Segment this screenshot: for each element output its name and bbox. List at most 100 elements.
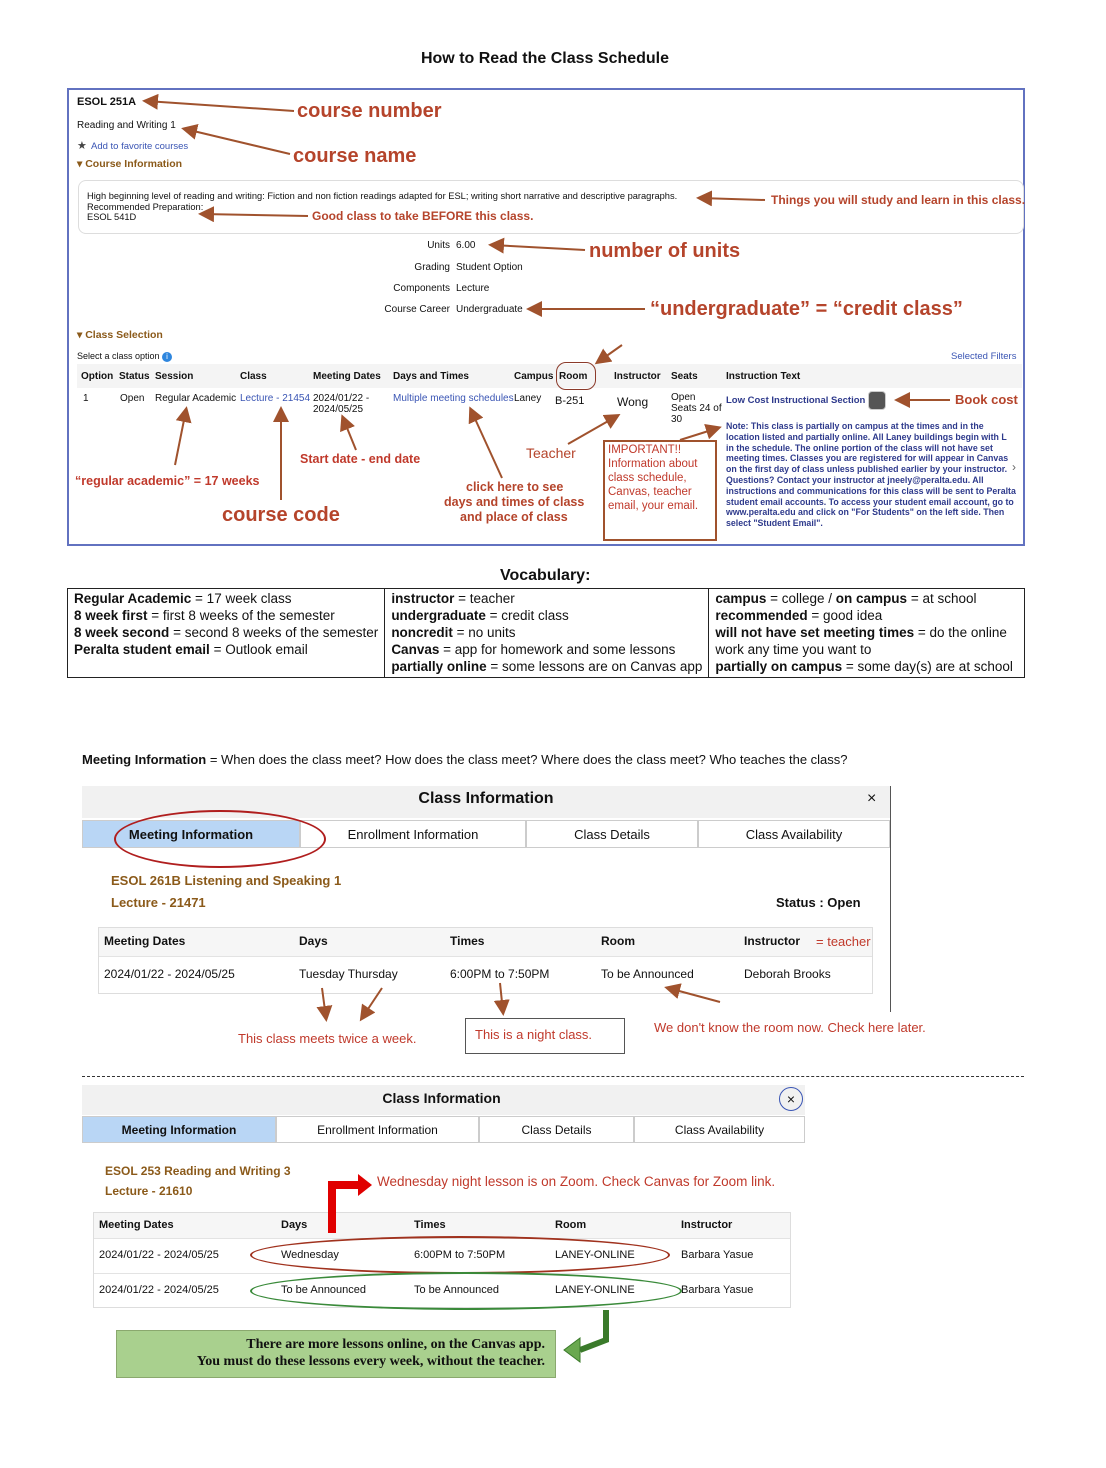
meeting-tab-circle	[114, 810, 326, 868]
selected-filters-link[interactable]: Selected Filters	[951, 351, 1017, 362]
col-room: Room	[559, 371, 588, 382]
panel1-table: Meeting Dates Days Times Room Instructor 202…	[98, 927, 873, 994]
annotation-room: We don't know the room now. Check here l…	[654, 1020, 926, 1035]
select-option-label: Select a class option i	[77, 351, 173, 362]
row-dates-start: 2024/01/22 -	[313, 393, 370, 404]
vocab-column: campus = college / on campus = at school…	[709, 589, 1024, 677]
row-instructor: Wong	[617, 395, 649, 409]
divider-dashed	[82, 1076, 1024, 1077]
red-arrowhead	[358, 1174, 372, 1196]
meeting-intro: Meeting Information = When does the clas…	[82, 752, 848, 767]
col-status: Status	[119, 371, 150, 382]
row-dates-end: 2024/05/25	[313, 404, 364, 415]
vocabulary-table: Regular Academic = 17 week class 8 week …	[67, 588, 1025, 678]
vocab-item: will not have set meeting times = do the…	[715, 625, 1007, 640]
detail-value: Lecture	[456, 283, 490, 294]
course-info-heading: Course Information	[85, 158, 183, 170]
course-name: Reading and Writing 1	[77, 120, 176, 131]
panel1-status: Status : Open	[776, 895, 861, 910]
table-row: 2024/01/22 - 2024/05/25 Tuesday Thursday 6…	[104, 967, 831, 981]
tab-enrollment-information[interactable]: Enrollment Information	[276, 1116, 479, 1143]
tab-class-details[interactable]: Class Details	[526, 820, 698, 848]
panel1-right-border	[890, 786, 891, 1012]
panel2-title: Class Information	[382, 1090, 501, 1106]
vocab-item-continuation: work any time you want to	[715, 642, 872, 657]
green-arrowhead	[563, 1337, 581, 1363]
detail-label: Course Career	[384, 304, 450, 315]
callout-line-1: There are more lessons online, on the Ca…	[246, 1337, 545, 1352]
detail-label: Grading	[414, 262, 450, 273]
col-meeting-dates: Meeting Dates	[313, 371, 381, 382]
class-selection-toggle[interactable]: ▾ Class Selection	[77, 329, 163, 341]
info-icon[interactable]: i	[162, 352, 173, 362]
annotation-regular: “regular academic” = 17 weeks	[75, 474, 260, 488]
col-session: Session	[155, 371, 194, 382]
star-icon[interactable]: ★	[77, 140, 87, 152]
row-campus: Laney	[514, 393, 542, 404]
row-room: B-251	[555, 395, 585, 407]
multiple-meeting-schedules-link[interactable]: Multiple meeting schedules	[393, 393, 514, 404]
annotation-undergrad: “undergraduate” = “credit class”	[650, 298, 963, 320]
annotation-zoom: Wednesday night lesson is on Zoom. Check…	[377, 1174, 776, 1189]
description-box	[78, 180, 1024, 234]
annotation-study: Things you will study and learn in this …	[771, 193, 1026, 207]
table-header: Meeting Dates Days Times Room Instructor	[94, 1213, 790, 1239]
panel1-title: Class Information	[418, 790, 554, 807]
close-circle-icon[interactable]: ×	[779, 1087, 803, 1111]
row-status: Open	[120, 393, 145, 404]
col-seats: Seats	[671, 371, 698, 382]
tab-class-details[interactable]: Class Details	[479, 1116, 634, 1143]
annotation-twice: This class meets twice a week.	[238, 1031, 417, 1046]
annotation-click-2: days and times of class	[444, 495, 585, 509]
row-seats-status: Open	[671, 392, 696, 403]
room-circle	[556, 362, 596, 390]
select-option-text: Select a class option	[77, 351, 160, 361]
vocab-item: partially on campus = some day(s) are at…	[715, 659, 1013, 674]
tab-enrollment-information[interactable]: Enrollment Information	[300, 820, 526, 848]
add-favorite-link[interactable]: Add to favorite courses	[91, 141, 189, 152]
callout-line-2: You must do these lessons every week, wi…	[196, 1354, 545, 1369]
course-info-toggle[interactable]: ▾ Course Information	[77, 158, 183, 170]
recommended-label: Recommended Preparation:	[87, 202, 204, 212]
vocab-item: recommended = good idea	[715, 608, 883, 623]
canvas-callout: There are more lessons online, on the Ca…	[116, 1330, 556, 1378]
vocab-item: partially online = some lessons are on C…	[391, 659, 703, 674]
annotation-course-number: course number	[297, 100, 442, 122]
course-screenshot	[67, 88, 1025, 546]
row-class-link[interactable]: Lecture - 21454	[240, 393, 311, 404]
col-instructor: Instructor	[614, 371, 661, 382]
chevron-right-icon[interactable]: ›	[1012, 460, 1016, 474]
col-days-times: Days and Times	[393, 371, 469, 382]
close-icon[interactable]: ×	[867, 790, 877, 807]
col-option: Option	[81, 371, 114, 382]
vocab-item: Regular Academic = 17 week class	[74, 591, 292, 606]
detail-value: Undergraduate	[456, 304, 523, 315]
vocab-item: campus = college / on campus = at school	[715, 591, 977, 606]
row-seats-count: Seats 24 of	[671, 403, 722, 414]
panel2-section: Lecture - 21610	[105, 1184, 193, 1198]
panel2-header: Class Information	[82, 1085, 805, 1115]
tab-meeting-information[interactable]: Meeting Information	[82, 1116, 276, 1143]
panel1-section: Lecture - 21471	[111, 895, 206, 910]
book-icon	[868, 391, 886, 410]
row-session: Regular Academic	[155, 393, 237, 404]
annotation-night: This is a night class.	[465, 1018, 625, 1054]
tab-class-availability[interactable]: Class Availability	[634, 1116, 805, 1143]
tab-class-availability[interactable]: Class Availability	[698, 820, 890, 848]
annotation-start-end: Start date - end date	[300, 452, 421, 466]
vocab-item: Peralta student email = Outlook email	[74, 642, 308, 657]
annotation-important: IMPORTANT!! Information about class sche…	[603, 440, 717, 541]
detail-label: Units	[427, 240, 450, 251]
vocabulary-title: Vocabulary:	[500, 567, 591, 584]
vocab-item: noncredit = no units	[391, 625, 516, 640]
vocab-item: undergraduate = credit class	[391, 608, 569, 623]
recommended-value: ESOL 541D	[87, 212, 137, 222]
row-seats-total: 30	[671, 414, 683, 425]
vocab-item: instructor = teacher	[391, 591, 515, 606]
course-number: ESOL 251A	[77, 96, 137, 108]
page-title: How to Read the Class Schedule	[420, 50, 670, 67]
annotation-units: number of units	[589, 240, 741, 262]
red-ellipse	[250, 1236, 670, 1274]
annotation-book-cost: Book cost	[955, 392, 1018, 407]
